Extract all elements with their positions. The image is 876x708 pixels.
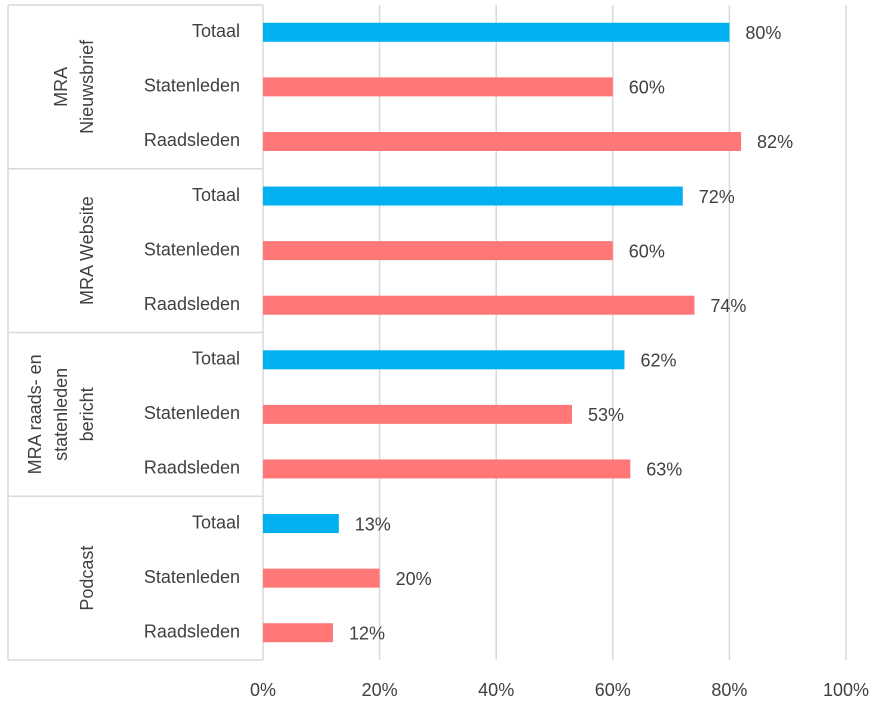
category-label: Totaal (192, 21, 240, 41)
category-label: Statenleden (144, 567, 240, 587)
x-tick-label: 40% (478, 680, 514, 700)
bar (263, 295, 695, 315)
value-label: 20% (396, 569, 432, 589)
value-label: 63% (646, 460, 682, 480)
value-label: 60% (629, 241, 665, 261)
value-label: 60% (629, 78, 665, 98)
value-label: 53% (588, 405, 624, 425)
group-label: MRA raads- en (25, 354, 45, 474)
x-tick-label: 20% (362, 680, 398, 700)
category-label: Totaal (192, 185, 240, 205)
category-label: Raadsleden (144, 130, 240, 150)
group-label: MRA (51, 67, 71, 107)
value-label: 62% (640, 351, 676, 371)
group-label: MRA Website (77, 196, 97, 305)
group-label: Podcast (77, 546, 97, 611)
category-label: Raadsleden (144, 458, 240, 478)
bar (263, 350, 625, 370)
value-label: 12% (349, 623, 385, 643)
category-label: Raadsleden (144, 294, 240, 314)
category-label: Raadsleden (144, 621, 240, 641)
value-label: 82% (757, 132, 793, 152)
group-label: bericht (77, 387, 97, 441)
bar (263, 186, 683, 206)
group-label: statenleden (51, 368, 71, 461)
x-tick-label: 60% (595, 680, 631, 700)
bar (263, 404, 572, 424)
bar (263, 623, 333, 643)
bar (263, 241, 613, 261)
value-label: 80% (745, 23, 781, 43)
category-label: Statenleden (144, 403, 240, 423)
category-label: Statenleden (144, 76, 240, 96)
category-label: Statenleden (144, 239, 240, 259)
bar (263, 514, 339, 534)
category-label: Totaal (192, 349, 240, 369)
bar (263, 568, 380, 588)
x-tick-label: 100% (823, 680, 869, 700)
bar (263, 131, 742, 151)
bar (263, 77, 613, 97)
value-label: 13% (355, 514, 391, 534)
value-label: 74% (710, 296, 746, 316)
bar (263, 22, 730, 42)
group-label: Nieuwsbrief (77, 39, 97, 134)
x-tick-label: 0% (250, 680, 276, 700)
x-tick-label: 80% (711, 680, 747, 700)
bar (263, 459, 631, 479)
value-label: 72% (699, 187, 735, 207)
category-label: Totaal (192, 512, 240, 532)
